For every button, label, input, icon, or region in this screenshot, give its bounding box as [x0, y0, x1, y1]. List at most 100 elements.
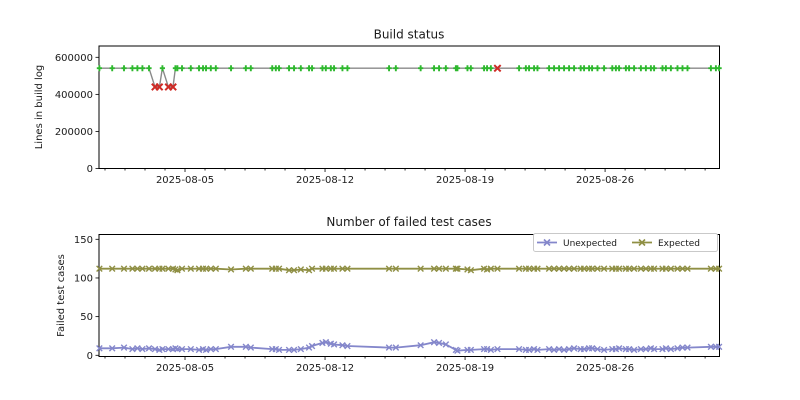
expected-marker-x-icon — [242, 265, 250, 272]
unexpected-marker-x-icon — [134, 345, 141, 352]
expected-marker-x-icon — [707, 265, 715, 272]
expected-marker-x-icon — [560, 265, 568, 272]
unexpected-marker-x-icon — [588, 345, 596, 352]
pass-marker-plus-icon — [716, 65, 722, 72]
pass-marker-plus-icon — [571, 65, 577, 72]
expected-marker-x-icon — [570, 265, 578, 272]
expected-marker-x-icon — [297, 266, 305, 273]
legend-sample-marker-expected-x-icon — [638, 238, 646, 247]
pass-marker-plus-icon — [418, 65, 424, 72]
build-status-series — [96, 64, 722, 91]
pass-marker-plus-icon — [581, 65, 587, 72]
expected-marker-x-icon — [442, 265, 450, 272]
pass-marker-plus-icon — [589, 65, 595, 72]
pass-marker-plus-icon — [188, 65, 194, 72]
unexpected-marker-x-icon — [550, 346, 558, 354]
pass-marker-plus-icon — [679, 65, 686, 72]
pass-marker-plus-icon — [159, 65, 166, 72]
expected-marker-x-icon — [674, 265, 681, 272]
unexpected-marker-x-icon — [442, 341, 450, 348]
y-tick-label: 200000 — [55, 127, 93, 138]
unexpected-marker-x-icon — [674, 345, 681, 352]
legend-sample-marker-unexpected-x-icon — [543, 238, 551, 247]
unexpected-marker-x-icon — [285, 346, 293, 354]
failed-tests-title: Number of failed test cases — [326, 215, 491, 229]
expected-marker-x-icon — [174, 266, 181, 274]
expected-marker-x-icon — [308, 265, 316, 272]
pass-marker-plus-icon — [386, 65, 392, 72]
unexpected-marker-x-icon — [684, 344, 691, 351]
pass-marker-plus-icon — [248, 65, 254, 72]
y-tick-label: 150 — [74, 235, 93, 246]
pass-marker-plus-icon — [561, 65, 567, 72]
failed-tests-plot: Number of failed test cases Failed test … — [56, 215, 723, 374]
expected-marker-x-icon — [330, 265, 338, 272]
pass-marker-plus-icon — [291, 65, 297, 72]
expected-marker-x-icon — [275, 265, 283, 272]
unexpected-marker-x-icon — [625, 345, 633, 353]
expected-marker-x-icon — [679, 265, 686, 272]
unexpected-marker-x-icon — [594, 345, 601, 353]
pass-marker-plus-icon — [454, 65, 461, 72]
expected-marker-x-icon — [580, 265, 588, 272]
pass-marker-plus-icon — [179, 65, 185, 72]
pass-marker-plus-icon — [551, 65, 557, 72]
unexpected-marker-x-icon — [322, 338, 330, 346]
unexpected-marker-x-icon — [330, 341, 338, 348]
expected-marker-x-icon — [515, 265, 523, 272]
expected-marker-x-icon — [555, 265, 563, 272]
pass-marker-plus-icon — [684, 65, 691, 72]
unexpected-marker-x-icon — [715, 343, 723, 351]
unexpected-marker-x-icon — [308, 342, 316, 350]
unexpected-marker-x-icon — [242, 343, 250, 351]
fail-marker-x-icon — [493, 64, 502, 73]
unexpected-marker-x-icon — [297, 345, 305, 353]
expected-marker-x-icon — [467, 266, 475, 274]
failed-tests-axes: 0 50 100 150 2025-08-05 2025-08-12 2025-08-19 2… — [74, 234, 720, 374]
pass-marker-plus-icon — [631, 65, 637, 72]
unexpected-marker-x-icon — [139, 345, 146, 353]
expected-marker-x-icon — [385, 265, 393, 272]
unexpected-marker-x-icon — [600, 346, 608, 354]
expected-marker-x-icon — [715, 265, 723, 272]
expected-marker-x-icon — [212, 265, 220, 272]
y-tick-label: 0 — [87, 351, 93, 362]
unexpected-marker-x-icon — [560, 346, 568, 354]
unexpected-marker-x-icon — [120, 344, 128, 351]
expected-marker-x-icon — [625, 265, 633, 272]
unexpected-marker-x-icon — [290, 346, 298, 354]
expected-marker-x-icon — [96, 265, 103, 272]
pass-marker-plus-icon — [286, 65, 292, 72]
unexpected-marker-x-icon — [467, 346, 475, 354]
expected-marker-x-icon — [494, 265, 501, 272]
pass-marker-plus-icon — [109, 65, 115, 72]
expected-marker-x-icon — [550, 265, 558, 272]
pass-marker-plus-icon — [146, 65, 152, 72]
unexpected-marker-x-icon — [247, 344, 255, 351]
unexpected-marker-x-icon — [515, 345, 523, 353]
x-tick-label: 2025-08-05 — [156, 175, 214, 186]
expected-marker-x-icon — [435, 265, 443, 272]
expected-marker-x-icon — [227, 266, 235, 273]
pass-marker-plus-icon — [534, 65, 541, 72]
axes-spines — [98, 234, 720, 357]
pass-marker-plus-icon — [228, 65, 234, 72]
x-tick-label: 2025-08-26 — [576, 363, 634, 374]
expected-marker-x-icon — [247, 265, 255, 272]
unexpected-marker-x-icon — [145, 345, 153, 352]
expected-marker-x-icon — [454, 265, 461, 272]
expected-marker-x-icon — [159, 265, 166, 272]
expected-marker-x-icon — [339, 265, 346, 272]
expected-marker-x-icon — [207, 265, 215, 272]
build-status-axes: 0 200000 400000 600000 2025-08-05 2025-08-12 2… — [55, 45, 720, 186]
unexpected-marker-x-icon — [630, 346, 638, 354]
expected-marker-x-icon — [134, 265, 141, 272]
expected-marker-x-icon — [145, 265, 153, 272]
pass-marker-plus-icon — [431, 65, 437, 72]
pass-marker-plus-icon — [203, 65, 209, 72]
unexpected-marker-x-icon — [108, 345, 116, 352]
expected-marker-x-icon — [667, 265, 675, 272]
pass-marker-plus-icon — [298, 65, 304, 72]
unexpected-marker-x-icon — [494, 345, 501, 353]
